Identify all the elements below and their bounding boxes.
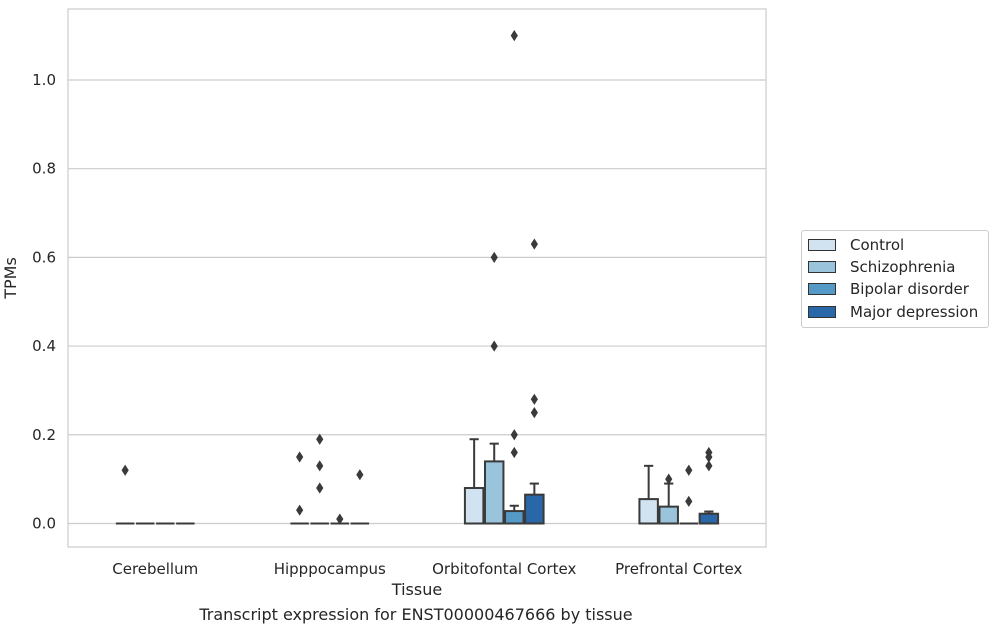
y-tick-label: 0.0 (32, 514, 56, 532)
legend-item-control: Control (808, 235, 904, 255)
legend-label-schizophrenia: Schizophrenia (850, 258, 956, 276)
box (698, 512, 720, 525)
outlier-point (490, 251, 498, 263)
x-tick-label: Cerebellum (112, 560, 198, 578)
plot-area (67, 8, 767, 548)
x-tick-label: Orbitofontal Cortex (432, 560, 576, 578)
outlier-point (316, 460, 324, 472)
legend-label-major-depression: Major depression (850, 303, 979, 321)
outlier-point (316, 433, 324, 445)
boxes (115, 30, 720, 525)
outlier-point (510, 429, 518, 441)
legend-swatch-schizophrenia (808, 261, 836, 273)
outlier-point (356, 469, 364, 481)
box (524, 493, 545, 525)
outlier-point (316, 482, 324, 494)
legend-item-bipolar-disorder: Bipolar disorder (808, 279, 969, 299)
outlier-point (705, 460, 713, 472)
legend-swatch-bipolar-disorder (808, 283, 836, 295)
outlier-point (685, 495, 693, 507)
outlier-point (490, 340, 498, 352)
y-tick-label: 0.8 (32, 160, 56, 178)
legend-label-control: Control (850, 236, 905, 254)
box (483, 460, 505, 525)
box (658, 505, 679, 525)
legend-item-schizophrenia: Schizophrenia (808, 257, 955, 277)
outlier-point (296, 504, 304, 516)
outlier-point (665, 473, 673, 485)
outlier-point (121, 464, 129, 476)
legend: Control Schizophrenia Bipolar disorder M… (801, 230, 989, 328)
outlier-point (530, 238, 538, 250)
legend-swatch-control (808, 239, 836, 251)
outlier-point (336, 513, 344, 525)
legend-item-major-depression: Major depression (808, 302, 978, 322)
y-tick-label: 0.4 (32, 337, 56, 355)
x-axis-label: Tissue (391, 580, 442, 599)
y-tick-label: 0.6 (32, 248, 56, 266)
box (463, 487, 485, 525)
outlier-point (530, 393, 538, 405)
box (638, 498, 659, 525)
y-tick-labels: 0.0 0.2 0.4 0.6 0.8 1.0 (32, 71, 56, 533)
y-tick-label: 0.2 (32, 426, 56, 444)
outlier-point (510, 446, 518, 459)
outlier-point (685, 464, 693, 476)
outlier-point (510, 30, 518, 42)
y-tick-label: 1.0 (32, 71, 56, 89)
outlier-point (296, 451, 304, 463)
x-tick-label: Hipppocampus (274, 560, 386, 578)
x-tick-labels: Cerebellum Hipppocampus Orbitofontal Corte… (112, 560, 742, 578)
legend-label-bipolar-disorder: Bipolar disorder (850, 280, 969, 298)
outlier-point (530, 407, 538, 419)
legend-swatch-major-depression (808, 306, 836, 318)
box (504, 510, 525, 525)
figure-caption: Transcript expression for ENST0000046766… (199, 605, 633, 624)
y-axis-label: TPMs (1, 257, 20, 300)
x-tick-label: Prefrontal Cortex (615, 560, 742, 578)
outlier-point (705, 451, 713, 463)
